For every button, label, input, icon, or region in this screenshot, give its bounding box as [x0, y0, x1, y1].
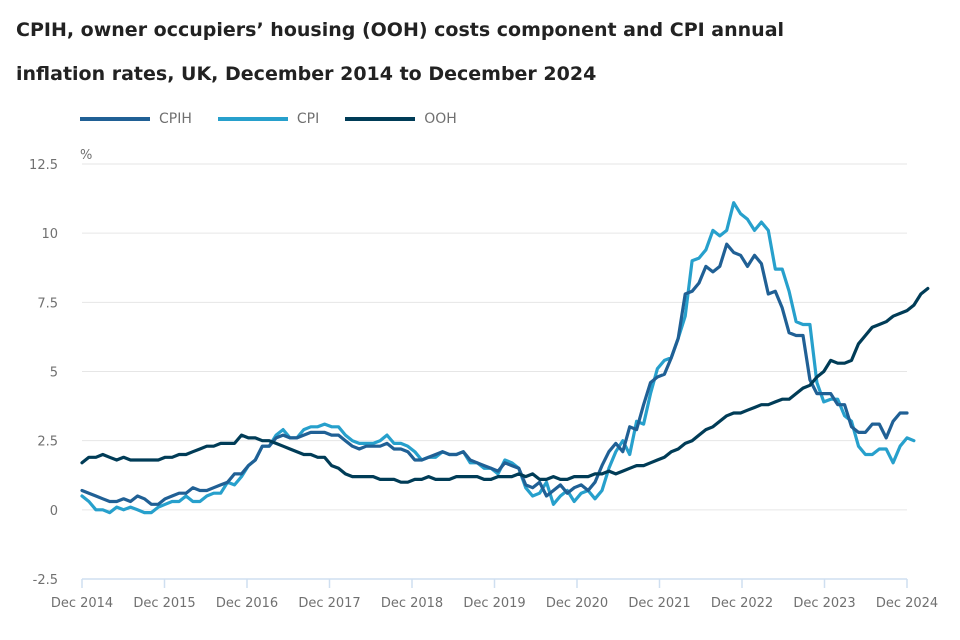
x-tick-label: Dec 2016 [216, 596, 278, 611]
legend-swatch-ooh [345, 117, 416, 121]
series-line-cpih [80, 242, 909, 506]
legend-item-cpi[interactable]: CPI [217, 111, 320, 127]
legend-swatch-cpi [217, 117, 288, 121]
series-line-ooh [80, 286, 930, 484]
y-tick-label: 10 [41, 227, 58, 242]
chart-title-line-1: CPIH, owner occupiers’ housing (OOH) cos… [16, 19, 785, 41]
y-axis: 12.5 10 7.5 5 2.5 0 -2.5 [29, 158, 58, 588]
x-tick-label: Dec 2020 [546, 596, 608, 611]
legend-swatch-cpih [80, 117, 150, 121]
x-axis: Dec 2014 Dec 2015 Dec 2016 Dec 2017 Dec 2018… [51, 578, 938, 611]
chart-title: CPIH, owner occupiers’ housing (OOH) cos… [16, 8, 916, 96]
y-tick-label: 7.5 [37, 296, 58, 311]
gridlines [82, 163, 907, 511]
legend-label-cpi: CPI [296, 111, 320, 127]
x-tick-label: Dec 2014 [51, 596, 113, 611]
legend-label-ooh: OOH [424, 111, 457, 127]
x-tick-label: Dec 2023 [793, 596, 855, 611]
x-tick-label: Dec 2015 [133, 596, 195, 611]
x-tick-label: Dec 2022 [711, 596, 773, 611]
legend-label-cpih: CPIH [159, 111, 192, 127]
legend-item-ooh[interactable]: OOH [345, 111, 457, 127]
x-tick-label: Dec 2017 [298, 596, 360, 611]
series-lines [80, 201, 930, 515]
x-tick-label: Dec 2018 [381, 596, 443, 611]
x-tick-label: Dec 2019 [463, 596, 525, 611]
y-tick-label: 12.5 [29, 158, 58, 173]
series-line-cpi [80, 201, 916, 515]
legend-item-cpih[interactable]: CPIH [80, 111, 192, 127]
x-tick-label: Dec 2024 [876, 596, 938, 611]
y-tick-label: 0 [50, 504, 58, 519]
chart-legend: CPIH CPI OOH [80, 111, 483, 127]
y-tick-label: -2.5 [33, 573, 58, 588]
y-tick-label: 5 [50, 366, 58, 381]
chart-title-line-2: inflation rates, UK, December 2014 to De… [16, 63, 597, 85]
y-axis-unit-label: % [80, 148, 92, 163]
y-tick-label: 2.5 [37, 435, 58, 450]
x-tick-label: Dec 2021 [628, 596, 690, 611]
